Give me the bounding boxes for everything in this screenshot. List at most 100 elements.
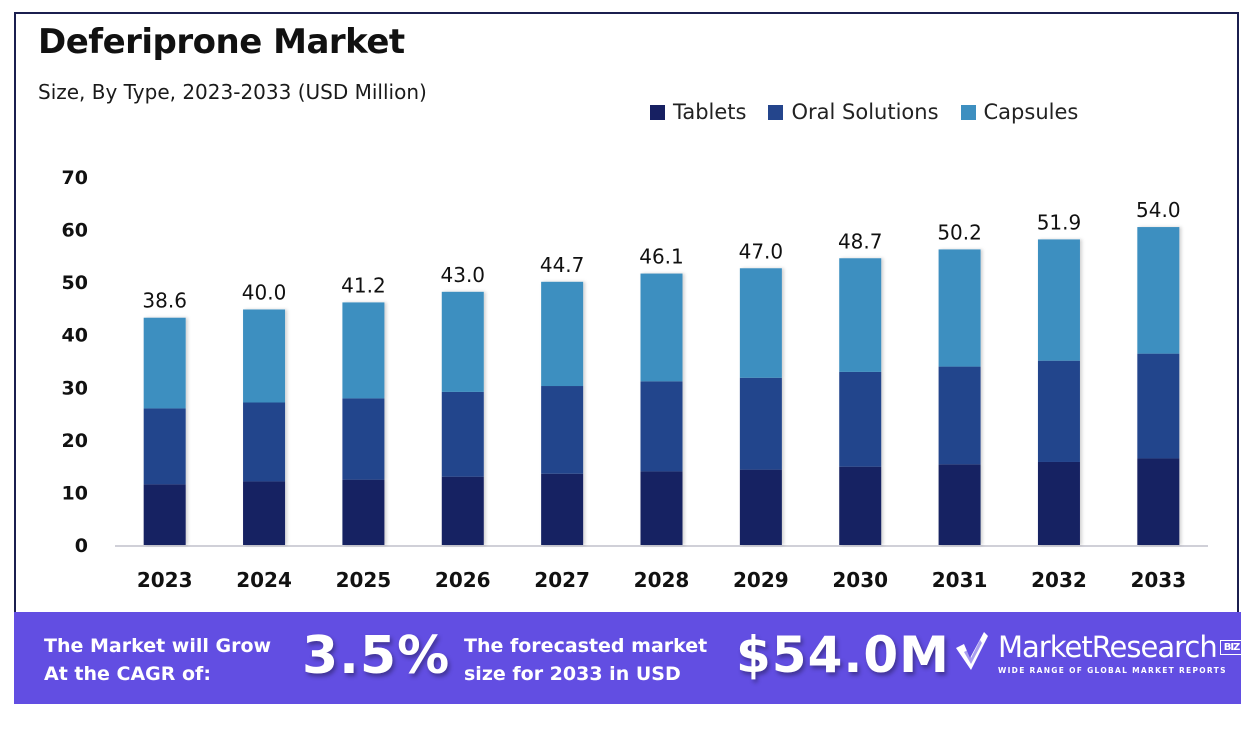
bar-stack-2024: [243, 309, 286, 545]
logo-tagline: WIDE RANGE OF GLOBAL MARKET REPORTS: [998, 666, 1227, 675]
x-tick-label: 2031: [932, 568, 988, 592]
total-data-label: 51.9: [1037, 210, 1082, 234]
x-tick-label: 2026: [435, 568, 491, 592]
bar-segment-capsules: [739, 268, 782, 378]
bar-segment-tablets: [839, 466, 882, 545]
bar-segment-oral-solutions: [541, 386, 584, 474]
bar-segment-tablets: [938, 464, 981, 545]
bar-segment-tablets: [739, 469, 782, 545]
cagr-text-line1: The Market will Grow: [44, 635, 272, 657]
chart-frame: [14, 12, 1239, 660]
y-axis: 0 10 20 30 40 50 60 70: [62, 167, 88, 557]
bar-segment-tablets: [640, 471, 683, 545]
checkmark-logo-icon: [956, 632, 988, 670]
chart-subtitle: Size, By Type, 2023-2033 (USD Million): [38, 80, 427, 104]
total-data-label: 40.0: [242, 280, 287, 304]
bar-stack-2031: [938, 249, 981, 545]
legend-item-tablets: Tablets: [650, 100, 746, 124]
bar-segment-tablets: [1037, 461, 1080, 545]
x-tick-label: 2030: [832, 568, 888, 592]
summary-banner: The Market will Grow At the CAGR of: 3.5…: [14, 612, 1244, 704]
data-labels: 38.6 40.0 41.2 43.0 44.7 46.1 47.0 48.7 50.2 51.9…: [142, 198, 1180, 313]
y-tick-label: 0: [75, 535, 88, 557]
legend: Tablets Oral Solutions Capsules: [650, 100, 1078, 124]
forecast-text-line1: The forecasted market: [464, 635, 708, 657]
bar-segment-oral-solutions: [739, 377, 782, 470]
logo-name: MarketResearch: [998, 630, 1218, 664]
x-tick-label: 2033: [1130, 568, 1186, 592]
bar-stack-2023: [143, 317, 186, 545]
bar-segment-oral-solutions: [143, 408, 186, 485]
chart-title: Deferiprone Market: [38, 22, 405, 62]
bar-stack-2030: [839, 258, 882, 545]
total-data-label: 48.7: [838, 229, 883, 253]
total-data-label: 38.6: [142, 289, 187, 313]
y-tick-label: 10: [62, 482, 88, 504]
forecast-value: $54.0M: [736, 626, 950, 684]
y-tick-label: 20: [62, 430, 88, 452]
legend-swatch-capsules: [960, 104, 976, 120]
x-axis: 2023 2024 2025 2026 2027 2028 2029 2030 2031 2032…: [137, 568, 1186, 592]
forecast-text-line2: size for 2033 in USD: [464, 663, 681, 685]
total-data-label: 46.1: [639, 245, 684, 269]
bar-segment-tablets: [1137, 458, 1180, 545]
cagr-text-line2: At the CAGR of:: [44, 663, 211, 685]
x-tick-label: 2029: [733, 568, 789, 592]
total-data-label: 50.2: [937, 220, 982, 244]
x-tick-label: 2024: [236, 568, 292, 592]
legend-item-oral-solutions: Oral Solutions: [768, 100, 939, 124]
cagr-value: 3.5%: [302, 626, 451, 686]
bar-stack-2027: [541, 281, 584, 545]
logo-badge: BIZ: [1219, 639, 1244, 655]
total-data-label: 43.0: [441, 263, 486, 287]
bar-stack-2025: [342, 302, 385, 545]
y-tick-label: 50: [62, 272, 88, 294]
y-tick-label: 40: [62, 325, 88, 347]
bar-segment-tablets: [541, 473, 584, 545]
bar-segment-capsules: [839, 258, 882, 372]
total-data-label: 44.7: [540, 253, 585, 277]
bar-segment-tablets: [342, 479, 385, 545]
legend-swatch-tablets: [650, 104, 665, 120]
bar-segment-oral-solutions: [938, 366, 981, 465]
bar-stack-2033: [1137, 227, 1180, 545]
bar-stack-2032: [1037, 239, 1080, 545]
legend-label-capsules: Capsules: [983, 100, 1079, 124]
legend-label-oral-solutions: Oral Solutions: [791, 100, 939, 124]
bar-segment-oral-solutions: [1137, 353, 1180, 459]
bar-segment-tablets: [441, 476, 484, 545]
x-tick-label: 2025: [336, 568, 392, 592]
bar-segment-capsules: [541, 281, 584, 387]
x-tick-label: 2023: [137, 568, 193, 592]
bars: [143, 227, 1180, 545]
y-tick-label: 30: [62, 377, 88, 399]
bar-segment-capsules: [143, 317, 186, 409]
bar-segment-tablets: [143, 484, 186, 545]
legend-label-tablets: Tablets: [673, 100, 747, 124]
bar-segment-capsules: [938, 249, 981, 367]
bar-segment-oral-solutions: [640, 381, 683, 472]
bar-segment-capsules: [243, 309, 286, 403]
bar-segment-capsules: [441, 291, 484, 392]
bar-segment-capsules: [640, 273, 683, 382]
bar-segment-tablets: [243, 481, 286, 545]
bar-segment-oral-solutions: [243, 402, 286, 482]
bar-segment-oral-solutions: [441, 391, 484, 477]
bar-segment-capsules: [1037, 239, 1080, 361]
bar-segment-oral-solutions: [342, 398, 385, 480]
x-tick-label: 2028: [634, 568, 690, 592]
legend-item-capsules: Capsules: [960, 100, 1079, 124]
y-tick-label: 60: [62, 220, 88, 242]
bar-segment-capsules: [1137, 227, 1180, 354]
bar-segment-capsules: [342, 302, 385, 399]
x-tick-label: 2027: [534, 568, 590, 592]
bar-segment-oral-solutions: [1037, 360, 1080, 462]
marketresearch-logo: MarketResearch BIZ WIDE RANGE OF GLOBAL …: [954, 630, 1244, 675]
x-tick-label: 2032: [1031, 568, 1087, 592]
bar-stack-2026: [441, 291, 484, 545]
bar-stack-2029: [739, 268, 782, 545]
total-data-label: 54.0: [1136, 198, 1181, 222]
bar-stack-2028: [640, 273, 683, 545]
legend-swatch-oral-solutions: [768, 104, 784, 120]
